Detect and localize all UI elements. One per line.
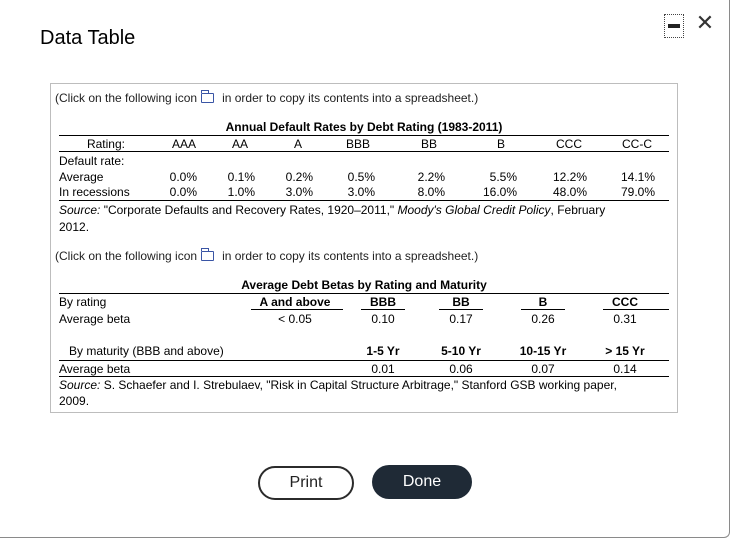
table2-header-bb: BB xyxy=(452,295,470,309)
table2-maturity-row-label: Average beta xyxy=(59,362,131,376)
copy-note-prefix: (Click on the following icon xyxy=(55,91,198,105)
source-quote: "Corporate Defaults and Recovery Rates, … xyxy=(100,203,398,217)
table2-title: Average Debt Betas by Rating and Maturit… xyxy=(241,278,487,292)
table2-top-rule xyxy=(59,293,669,294)
print-button[interactable]: Print xyxy=(258,466,354,500)
table2-header-underline xyxy=(521,309,565,310)
source-prefix: Source: xyxy=(59,378,101,392)
table2-header-1-5yr: 1-5 Yr xyxy=(366,344,400,358)
table1-cell: 48.0% xyxy=(552,185,587,199)
table2-source: Source: S. Schaefer and I. Strebulaev, "… xyxy=(59,378,617,392)
table2-cell: 0.14 xyxy=(613,362,637,376)
table2-header-underline xyxy=(439,309,483,310)
table1-cell: 3.0% xyxy=(347,185,375,199)
copy-note-prefix: (Click on the following icon xyxy=(55,249,198,263)
table2-header-underline xyxy=(361,309,405,310)
table2-header-10-15yr: 10-15 Yr xyxy=(519,344,567,358)
table2-cell: 0.07 xyxy=(531,362,555,376)
table2-header-5-10yr: 5-10 Yr xyxy=(441,344,481,358)
copy-note-suffix: in order to copy its contents into a spr… xyxy=(222,249,479,263)
table1-bottom-rule xyxy=(59,200,669,201)
table1-cell: 2.2% xyxy=(417,170,445,184)
table1-title: Annual Default Rates by Debt Rating (198… xyxy=(225,120,503,134)
table1-header-rule xyxy=(59,151,669,152)
table1-source: Source: "Corporate Defaults and Recovery… xyxy=(59,203,605,217)
table2-header-underline xyxy=(603,309,669,310)
table1-cell: 0.2% xyxy=(285,170,313,184)
table1-header-b: B xyxy=(496,137,505,151)
table2-maturity-label: By maturity (BBB and above) xyxy=(69,344,224,358)
table2-cell: 0.31 xyxy=(613,312,637,326)
copy-spreadsheet-icon[interactable] xyxy=(201,247,215,261)
table1-cell: 79.0% xyxy=(620,185,655,199)
table1-header-bb: BB xyxy=(420,137,437,151)
table1-cell: 1.0% xyxy=(227,185,255,199)
table1-header-aa: AA xyxy=(231,137,248,151)
table2-cell: 0.01 xyxy=(371,362,395,376)
table1-cell: 3.0% xyxy=(285,185,313,199)
table2-header-bbb: BBB xyxy=(370,295,396,309)
minimize-icon[interactable] xyxy=(664,14,684,38)
source-suffix: , February xyxy=(550,203,606,217)
copy-note-1: (Click on the following icon in order to … xyxy=(55,89,479,105)
table1-cell: 0.5% xyxy=(347,170,375,184)
table1-cell: 0.0% xyxy=(169,185,197,199)
close-icon[interactable]: ✕ xyxy=(695,10,715,35)
table1-section-label: Default rate: xyxy=(59,154,125,168)
table2-cell: 0.06 xyxy=(449,362,473,376)
table2-header-15plus-yr: > 15 Yr xyxy=(605,344,645,358)
table1-cell: 8.0% xyxy=(417,185,445,199)
source-text: S. Schaefer and I. Strebulaev, "Risk in … xyxy=(100,378,617,392)
table1-row-average-label: Average xyxy=(59,170,104,184)
table1-header-aaa: AAA xyxy=(171,137,196,151)
table2-rating-label: By rating xyxy=(59,295,107,309)
table1-cell: 5.5% xyxy=(489,170,517,184)
table1-cell: 12.2% xyxy=(552,170,587,184)
data-panel: (Click on the following icon in order to … xyxy=(50,83,678,413)
dialog-title: Data Table xyxy=(40,27,136,49)
source-publication: Moody's Global Credit Policy xyxy=(397,203,551,217)
table2-header-a-above: A and above xyxy=(259,295,331,309)
source-prefix: Source: xyxy=(59,203,101,217)
copy-note-suffix: in order to copy its contents into a spr… xyxy=(222,91,479,105)
table2-cell: 0.26 xyxy=(531,312,555,326)
table1-header-ccc: CCC xyxy=(556,137,582,151)
table2-header-b: B xyxy=(538,295,548,309)
table2-header-ccc: CCC xyxy=(612,295,638,309)
table2-cell: 0.17 xyxy=(449,312,473,326)
table1-cell: 14.1% xyxy=(620,170,655,184)
table1-header-a: A xyxy=(293,137,302,151)
table2-maturity-rule xyxy=(59,360,669,361)
table2-source-line2: 2009. xyxy=(59,394,90,408)
table1-row-recessions-label: In recessions xyxy=(59,185,130,199)
table2-cell: < 0.05 xyxy=(278,312,312,326)
table2-bottom-rule xyxy=(59,376,669,377)
copy-spreadsheet-icon[interactable] xyxy=(201,89,215,103)
table2-header-underline xyxy=(251,309,343,310)
table1-header-cc-c: CC-C xyxy=(622,137,652,151)
table1-top-rule xyxy=(59,135,669,136)
table1-header-rating: Rating: xyxy=(86,137,125,151)
table1-cell: 0.0% xyxy=(169,170,197,184)
table1-header-bbb: BBB xyxy=(345,137,370,151)
table2-cell: 0.10 xyxy=(371,312,395,326)
table1-cell: 0.1% xyxy=(227,170,255,184)
done-button[interactable]: Done xyxy=(372,465,472,499)
copy-note-2: (Click on the following icon in order to … xyxy=(55,247,479,263)
table2-rating-row-label: Average beta xyxy=(59,312,131,326)
table1-cell: 16.0% xyxy=(482,185,517,199)
table1-source-line2: 2012. xyxy=(59,220,90,234)
